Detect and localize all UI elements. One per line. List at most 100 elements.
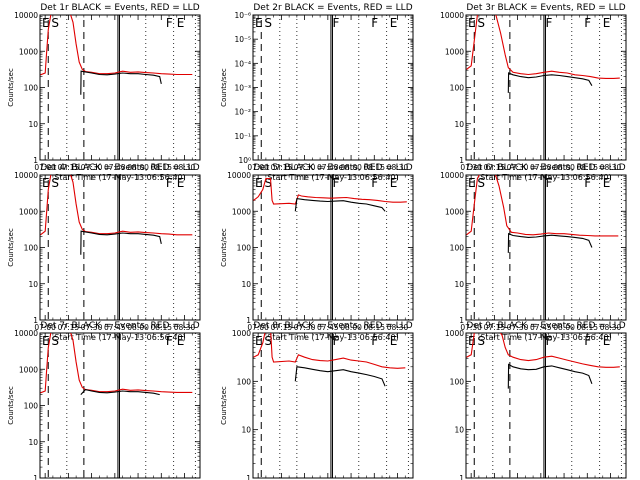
x-tick-label: 07:15 (271, 323, 293, 332)
series-line-events (507, 363, 593, 389)
event-marker-letter: F (545, 16, 552, 30)
y-tick-label: 1000 (19, 47, 38, 56)
series-line-lld (40, 333, 193, 394)
y-tick-label: 10 (241, 426, 251, 435)
detector-panel-5: Det 5r BLACK = Events, RED = LLD 1 10 100 10… (220, 163, 414, 342)
x-tick-label: 07:30 (460, 323, 482, 332)
event-marker-letter: E (255, 334, 263, 348)
detector-panel-4: Det 4r BLACK = Events, RED = LLD 1 10 100 10… (7, 163, 201, 342)
y-tick-label: 10 (454, 280, 464, 289)
y-tick-label: 10 (454, 120, 464, 129)
x-tick-label: 07:30 (294, 323, 316, 332)
detector-panel-8: Det 8r BLACK = Events, RED = LLD 1 10 100 10… (220, 321, 414, 480)
y-tick-label: 100 (450, 244, 465, 253)
event-marker-letter: E (255, 16, 263, 30)
event-marker-letter: E (255, 176, 263, 190)
x-tick-label: 08:15 (363, 323, 385, 332)
x-tick-label: 08:30 (600, 323, 622, 332)
y-tick-label: 10⁻⁴ (234, 59, 251, 68)
plot-frame (465, 332, 627, 479)
y-axis-label: Counts/sec (220, 68, 228, 107)
series-line-events (80, 70, 162, 95)
series-line-events (80, 388, 160, 396)
detector-panel-2: Det 2r BLACK = Events, RED = LLD 10⁰ 10⁻¹ 1… (220, 3, 414, 182)
x-axis-label: Start Time (17-May-13 06:56:40) (54, 173, 185, 182)
event-marker-letter: F (584, 16, 591, 30)
y-tick-label: 10⁻⁵ (234, 35, 251, 44)
x-tick-label: 08:00 (127, 323, 149, 332)
series-line-lld (466, 175, 619, 237)
y-tick-label: 100 (24, 402, 39, 411)
detector-panel-1: Det 1r BLACK = Events, RED = LLD 1 10 100 10… (7, 3, 201, 182)
x-tick-label: 07:15 (58, 323, 80, 332)
y-tick-label: 1000 (19, 365, 38, 374)
plot-frame (465, 14, 627, 161)
x-tick-label: 08:15 (150, 323, 172, 332)
x-tick-label: 08:30 (387, 163, 409, 172)
y-tick-label: 100 (237, 377, 252, 386)
series-line-events (507, 72, 593, 93)
x-tick-label: 07:15 (58, 163, 80, 172)
y-tick-label: 10 (454, 426, 464, 435)
x-tick-label: 08:00 (127, 163, 149, 172)
event-marker-letter: F (584, 334, 591, 348)
plot-frame (252, 174, 414, 321)
y-tick-label: 10 (28, 280, 38, 289)
y-tick-label: 1 (459, 316, 464, 325)
event-marker-letter: E (603, 334, 611, 348)
event-marker-letter: S (477, 334, 485, 348)
y-tick-label: 10000 (440, 171, 464, 180)
x-tick-label: 08:00 (340, 163, 362, 172)
panel-title: Det 7r BLACK = Events, RED = LLD (40, 321, 199, 331)
event-marker-letter: E (390, 176, 398, 190)
x-axis-label: Start Time (17-May-13 06:56:40) (267, 173, 398, 182)
detector-panel-9: Det 9r BLACK = Events, RED = LLD 1 10 100 10… (445, 321, 627, 480)
series-line-events (80, 230, 162, 255)
y-tick-label: 10⁰ (238, 156, 251, 165)
y-tick-label: 1000 (445, 207, 464, 216)
detector-panel-3: Det 3r BLACK = Events, RED = LLD 1 10 100 10… (440, 3, 627, 182)
x-axis-label: Start Time (17-May-13 06:56:40) (480, 173, 611, 182)
x-tick-label: 07:30 (81, 163, 103, 172)
x-axis-label: Start Time (17-May-13 06:56:40) (267, 333, 398, 342)
event-marker-letter: E (603, 176, 611, 190)
x-tick-label: 08:00 (553, 163, 575, 172)
y-tick-label: 10 (28, 438, 38, 447)
y-axis-label: Counts/sec (220, 386, 228, 425)
event-marker-letter: E (177, 176, 185, 190)
y-tick-label: 10000 (14, 171, 38, 180)
y-axis-label: Counts/sec (7, 68, 15, 107)
series-line-events (294, 197, 386, 212)
x-tick-label: 07:15 (484, 163, 506, 172)
event-marker-letter: S (477, 16, 485, 30)
event-marker-letter: F (166, 176, 173, 190)
y-tick-label: 10000 (227, 171, 251, 180)
detector-panel-6: Det 6r BLACK = Events, RED = LLD 1 10 100 10… (440, 163, 627, 342)
series-line-lld (466, 333, 620, 368)
y-tick-label: 1 (246, 474, 251, 480)
y-tick-label: 1 (246, 316, 251, 325)
event-marker-letter: E (42, 334, 50, 348)
y-tick-label: 1 (33, 474, 38, 480)
event-marker-letter: S (51, 334, 59, 348)
x-tick-label: 07:15 (484, 323, 506, 332)
y-tick-label: 10 (28, 120, 38, 129)
plot-frame (39, 174, 201, 321)
event-marker-letter: E (468, 16, 476, 30)
series-line-lld (40, 175, 193, 236)
y-tick-label: 1000 (19, 207, 38, 216)
event-marker-letter: F (166, 334, 173, 348)
y-tick-label: 1 (459, 156, 464, 165)
detector-panel-7: Det 7r BLACK = Events, RED = LLD 1 10 100 10… (7, 321, 201, 480)
y-axis-label: Counts/sec (7, 386, 15, 425)
x-tick-label: 07:30 (507, 323, 529, 332)
y-tick-label: 100 (24, 244, 39, 253)
panel-title: Det 3r BLACK = Events, RED = LLD (466, 3, 625, 13)
event-marker-letter: E (177, 16, 185, 30)
event-marker-letter: F (332, 16, 339, 30)
panel-title: Det 4r BLACK = Events, RED = LLD (40, 163, 199, 173)
event-marker-letter: S (264, 334, 272, 348)
y-tick-label: 10 (241, 280, 251, 289)
x-axis-label: Start Time (17-May-13 06:56:40) (54, 333, 185, 342)
